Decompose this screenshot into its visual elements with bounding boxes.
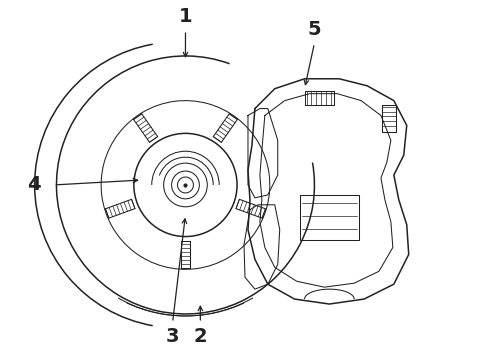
Text: 3: 3 — [166, 327, 179, 346]
Text: 1: 1 — [179, 7, 192, 26]
Text: 2: 2 — [194, 327, 207, 346]
Text: 4: 4 — [27, 175, 41, 194]
Text: 5: 5 — [308, 20, 321, 39]
